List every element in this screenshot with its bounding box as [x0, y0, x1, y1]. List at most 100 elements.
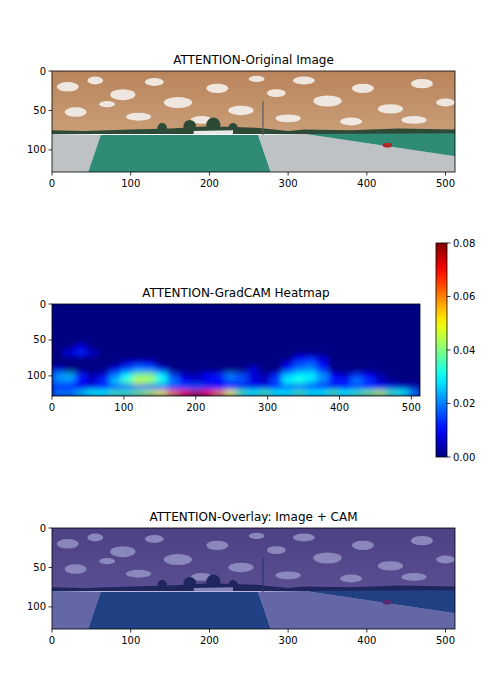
heatmap-cell: [52, 379, 64, 385]
heatmap-cell: [351, 350, 363, 356]
heatmap-cell: [305, 385, 317, 391]
heatmap-cell: [75, 385, 87, 391]
heatmap-cell: [328, 304, 340, 310]
heatmap-cell: [121, 379, 133, 385]
heatmap-cell: [282, 333, 294, 339]
heatmap-cell: [271, 356, 283, 362]
heatmap-cell: [248, 344, 260, 350]
heatmap-cell: [156, 379, 168, 385]
heatmap-cell: [75, 367, 87, 373]
heatmap-cell: [190, 344, 202, 350]
x-tick-label: 0: [49, 178, 55, 189]
heatmap-cell: [213, 367, 225, 373]
heatmap-cell: [75, 310, 87, 316]
heatmap-cell: [179, 350, 191, 356]
heatmap-cell: [190, 379, 202, 385]
y-tick-label: 100: [27, 144, 46, 155]
heatmap-cell: [374, 310, 386, 316]
heatmap-cell: [87, 373, 99, 379]
heatmap-cell: [363, 373, 375, 379]
heatmap-cell: [386, 390, 398, 396]
heatmap-cell: [259, 356, 271, 362]
heatmap-cell: [133, 390, 145, 396]
cloud: [378, 104, 403, 113]
heatmap-cell: [374, 385, 386, 391]
heatmap-cell: [167, 327, 179, 333]
heatmap-cell: [386, 304, 398, 310]
heatmap-cell: [179, 356, 191, 362]
heatmap-cell: [75, 379, 87, 385]
heatmap-cell: [98, 304, 110, 310]
heatmap-cell: [340, 316, 352, 322]
heatmap-cell: [294, 310, 306, 316]
heatmap-cell: [317, 390, 329, 396]
x-tick: [267, 396, 268, 400]
x-tick-label: 500: [402, 402, 421, 413]
heatmap-cell: [179, 316, 191, 322]
heatmap-cell: [317, 350, 329, 356]
x-tick-label: 400: [357, 635, 376, 646]
heatmap-cell: [144, 390, 156, 396]
heatmap-cell: [248, 321, 260, 327]
cloud: [65, 107, 87, 116]
x-tick-label: 100: [121, 178, 140, 189]
heatmap-cell: [213, 339, 225, 345]
x-tick: [445, 629, 446, 633]
heatmap-cell: [328, 379, 340, 385]
x-tick-label: 0: [49, 402, 55, 413]
colorbar-tick-label: 0.06: [453, 291, 475, 302]
x-tick: [411, 396, 412, 400]
heatmap-cell: [317, 367, 329, 373]
heatmap-cell: [340, 333, 352, 339]
x-tick: [445, 172, 446, 176]
heatmap-cell: [294, 367, 306, 373]
heatmap-cell: [225, 316, 237, 322]
heatmap-cell: [259, 385, 271, 391]
heatmap-cell: [282, 321, 294, 327]
heatmap-cell: [294, 390, 306, 396]
heatmap-cell: [317, 385, 329, 391]
heatmap-cell: [144, 385, 156, 391]
heatmap-cell: [202, 321, 214, 327]
heatmap-cell: [305, 373, 317, 379]
tree: [157, 123, 166, 132]
heatmap-cell: [282, 373, 294, 379]
heatmap-cell: [167, 304, 179, 310]
heatmap-cell: [202, 373, 214, 379]
heatmap-cell: [64, 321, 76, 327]
heatmap-cell: [374, 367, 386, 373]
x-tick: [130, 629, 131, 633]
heatmap-cell: [179, 379, 191, 385]
heatmap-cell: [340, 350, 352, 356]
heatmap-cell: [386, 356, 398, 362]
heatmap-cell: [202, 310, 214, 316]
heatmap-cell: [259, 327, 271, 333]
heatmap-cell: [133, 367, 145, 373]
heatmap-cell: [75, 339, 87, 345]
heatmap-cell: [75, 321, 87, 327]
heatmap-cell: [202, 367, 214, 373]
heatmap-cell: [317, 344, 329, 350]
x-tick: [209, 629, 210, 633]
heatmap-cell: [121, 310, 133, 316]
heatmap-cell: [202, 316, 214, 322]
heatmap-cell: [156, 316, 168, 322]
heatmap-cell: [305, 310, 317, 316]
colorbar-tick-label: 0.08: [453, 238, 475, 249]
heatmap-cell: [167, 362, 179, 368]
heatmap-cell: [259, 304, 271, 310]
heatmap-cell: [305, 304, 317, 310]
heatmap-cell: [351, 367, 363, 373]
heatmap-cell: [282, 379, 294, 385]
heatmap-cell: [363, 385, 375, 391]
cloud: [411, 79, 433, 88]
y-tick: [49, 339, 53, 340]
heatmap-cell: [374, 339, 386, 345]
colorbar-frame: [436, 243, 447, 457]
heatmap-cell: [397, 304, 409, 310]
heatmap-cell: [144, 310, 156, 316]
heatmap-cells: [52, 304, 420, 396]
heatmap-cell: [259, 362, 271, 368]
heatmap-cell: [340, 356, 352, 362]
heatmap-cell: [374, 373, 386, 379]
